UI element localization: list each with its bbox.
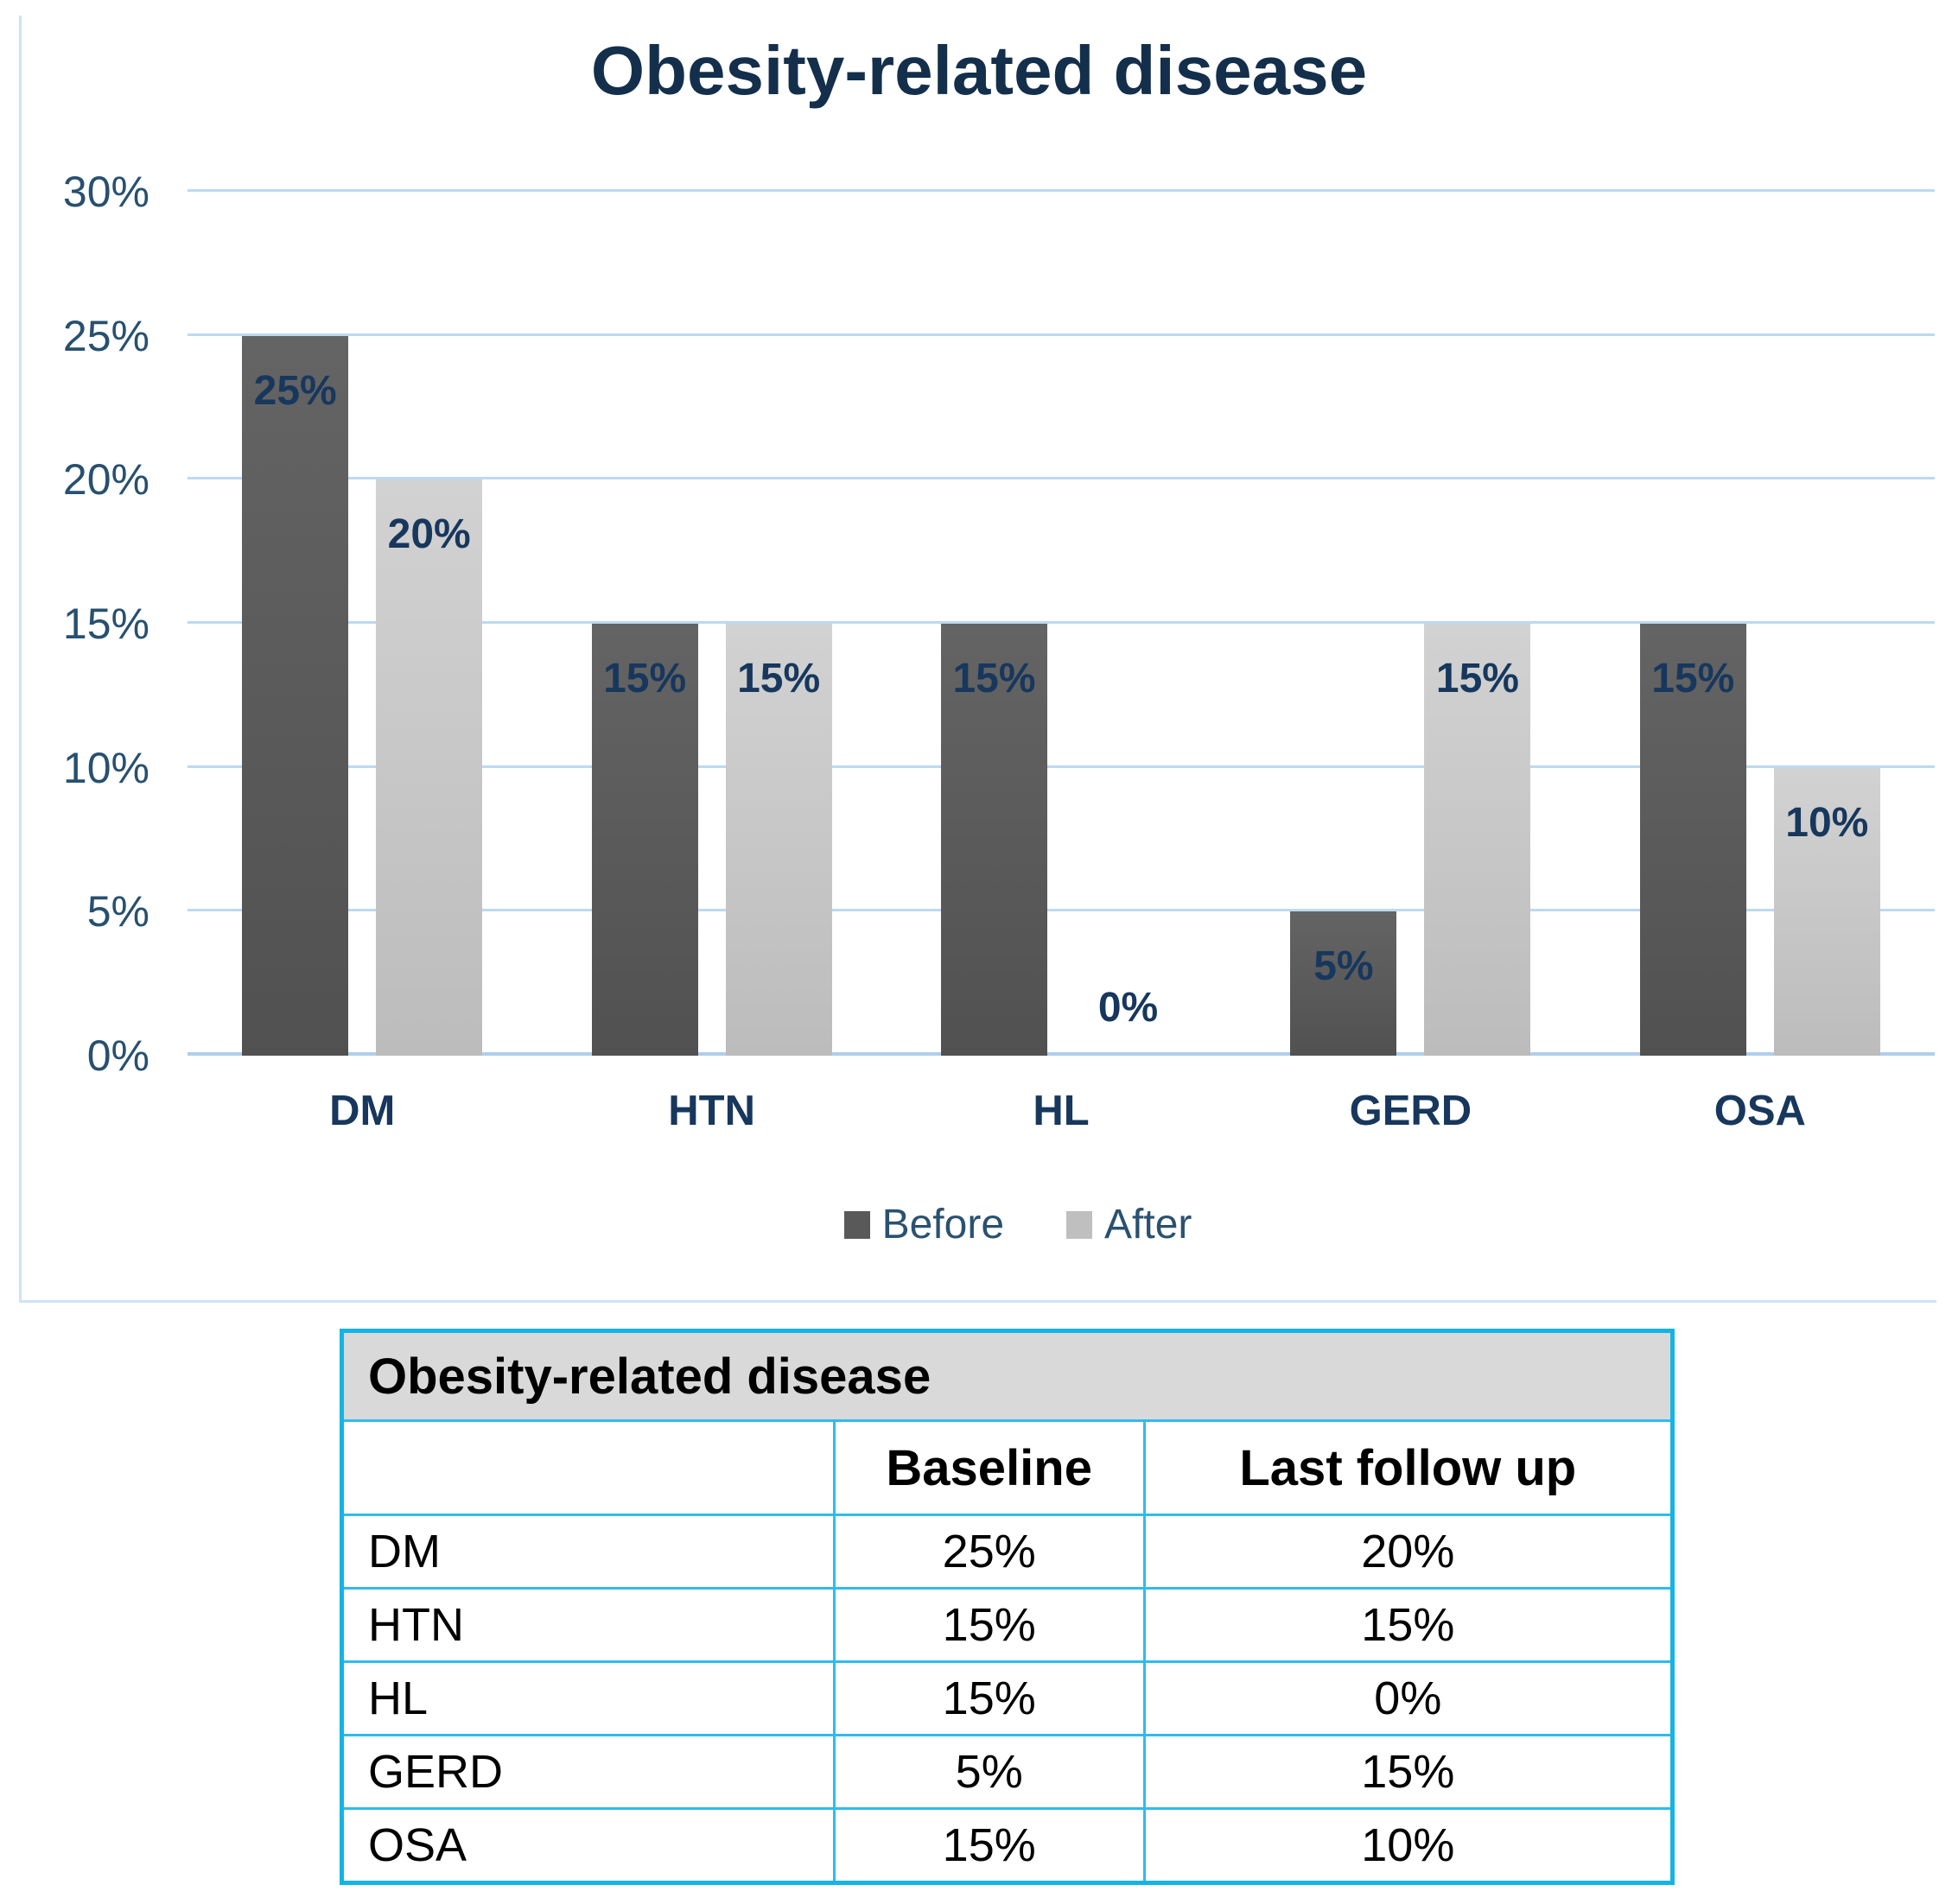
category-group-osa: 15% 10%: [1586, 192, 1935, 1056]
gridline: [188, 189, 1935, 192]
y-tick-label: 30%: [62, 168, 149, 216]
bar-value-label: 25%: [253, 367, 337, 414]
row-label: GERD: [340, 1734, 836, 1810]
chart-legend: Before After: [60, 1201, 1952, 1248]
bar-before-gerd: 5%: [1290, 911, 1397, 1056]
bar-before-htn: 15%: [591, 624, 698, 1056]
legend-item-after: After: [1066, 1201, 1192, 1248]
baseline-value: 15%: [832, 1660, 1146, 1736]
category-group-htn: 15% 15%: [537, 192, 886, 1056]
baseline-value: 25%: [832, 1514, 1146, 1590]
row-label: HTN: [340, 1587, 836, 1663]
gridline: [188, 765, 1935, 768]
x-axis-label-gerd: GERD: [1349, 1088, 1472, 1134]
table-col-header-baseline: Baseline: [832, 1419, 1146, 1516]
x-axis-line: [188, 1052, 1935, 1056]
bar-before-hl: 15%: [941, 624, 1048, 1056]
plot-area: 25% 20% 15% 15% 15% 0% 5% 15% 15% 10%: [188, 189, 1935, 1056]
legend-swatch-after-icon: [1066, 1210, 1093, 1239]
bar-value-label: 20%: [387, 511, 471, 558]
bar-value-label: 0%: [1097, 985, 1159, 1031]
baseline-value: 5%: [832, 1734, 1146, 1810]
category-group-gerd: 5% 15%: [1236, 192, 1585, 1056]
legend-item-before: Before: [843, 1201, 1005, 1248]
followup-value: 10%: [1142, 1807, 1675, 1884]
y-tick-label: 0%: [86, 1031, 149, 1080]
y-tick-label: 10%: [62, 743, 149, 792]
table-col-header-empty: [340, 1419, 836, 1516]
followup-value: 0%: [1142, 1660, 1675, 1736]
bar-after-htn: 15%: [725, 624, 832, 1056]
legend-swatch-before-icon: [843, 1210, 870, 1239]
bar-value-label: 15%: [603, 656, 687, 701]
bar-value-label: 15%: [1435, 656, 1519, 701]
row-label: HL: [340, 1660, 836, 1736]
bar-after-gerd: 15%: [1424, 624, 1531, 1056]
table-col-header-last-follow-up: Last follow up: [1142, 1419, 1675, 1516]
followup-value: 15%: [1142, 1734, 1675, 1810]
bar-value-label: 10%: [1785, 799, 1869, 846]
bar-groups: 25% 20% 15% 15% 15% 0% 5% 15% 15% 10%: [188, 192, 1935, 1056]
gridline: [188, 621, 1935, 624]
x-axis-label-htn: HTN: [668, 1088, 755, 1134]
bar-value-label: 15%: [737, 656, 821, 701]
followup-value: 15%: [1142, 1587, 1675, 1663]
bar-before-osa: 15%: [1639, 624, 1746, 1056]
table-row: HL 15% 0%: [340, 1660, 1675, 1736]
x-axis: DM HTN HL GERD OSA: [188, 1087, 1935, 1135]
table-row: GERD 5% 15%: [340, 1734, 1675, 1810]
gridline: [188, 333, 1935, 336]
category-group-dm: 25% 20%: [188, 192, 537, 1056]
y-axis: 0% 5% 10% 15% 20% 25% 30%: [22, 168, 160, 1080]
row-label: DM: [340, 1514, 836, 1590]
bar-chart: Obesity-related disease 0% 5% 10% 15% 20% 25%…: [19, 16, 1936, 1303]
gridline: [188, 909, 1935, 912]
followup-value: 20%: [1142, 1514, 1675, 1590]
gridline: [188, 477, 1935, 480]
x-axis-label-osa: OSA: [1714, 1088, 1806, 1134]
y-tick-label: 15%: [62, 600, 149, 648]
x-axis-label-hl: HL: [1033, 1088, 1090, 1134]
y-tick-label: 20%: [62, 455, 149, 505]
legend-label-after: After: [1104, 1202, 1192, 1247]
table-row: HTN 15% 15%: [340, 1587, 1675, 1663]
table-row: DM 25% 20%: [340, 1514, 1675, 1590]
bar-after-osa: 10%: [1773, 767, 1880, 1056]
y-tick-label: 5%: [86, 887, 149, 936]
category-group-hl: 15% 0%: [887, 192, 1236, 1056]
bar-after-dm: 20%: [376, 479, 483, 1056]
baseline-value: 15%: [832, 1587, 1146, 1663]
y-tick-label: 25%: [62, 311, 149, 360]
x-axis-label-dm: DM: [329, 1088, 396, 1134]
chart-title: Obesity-related disease: [590, 32, 1368, 109]
table-title: Obesity-related disease: [340, 1330, 1674, 1422]
legend-label-before: Before: [881, 1202, 1005, 1247]
bar-value-label: 15%: [952, 656, 1036, 701]
bar-before-dm: 25%: [242, 335, 349, 1056]
baseline-value: 15%: [832, 1807, 1146, 1884]
row-label: OSA: [340, 1807, 836, 1884]
table-row: OSA 15% 10%: [340, 1807, 1675, 1884]
data-table: Obesity-related disease Baseline Last fo…: [340, 1329, 1675, 1885]
bar-value-label: 5%: [1313, 943, 1374, 990]
bar-value-label: 15%: [1651, 656, 1735, 701]
